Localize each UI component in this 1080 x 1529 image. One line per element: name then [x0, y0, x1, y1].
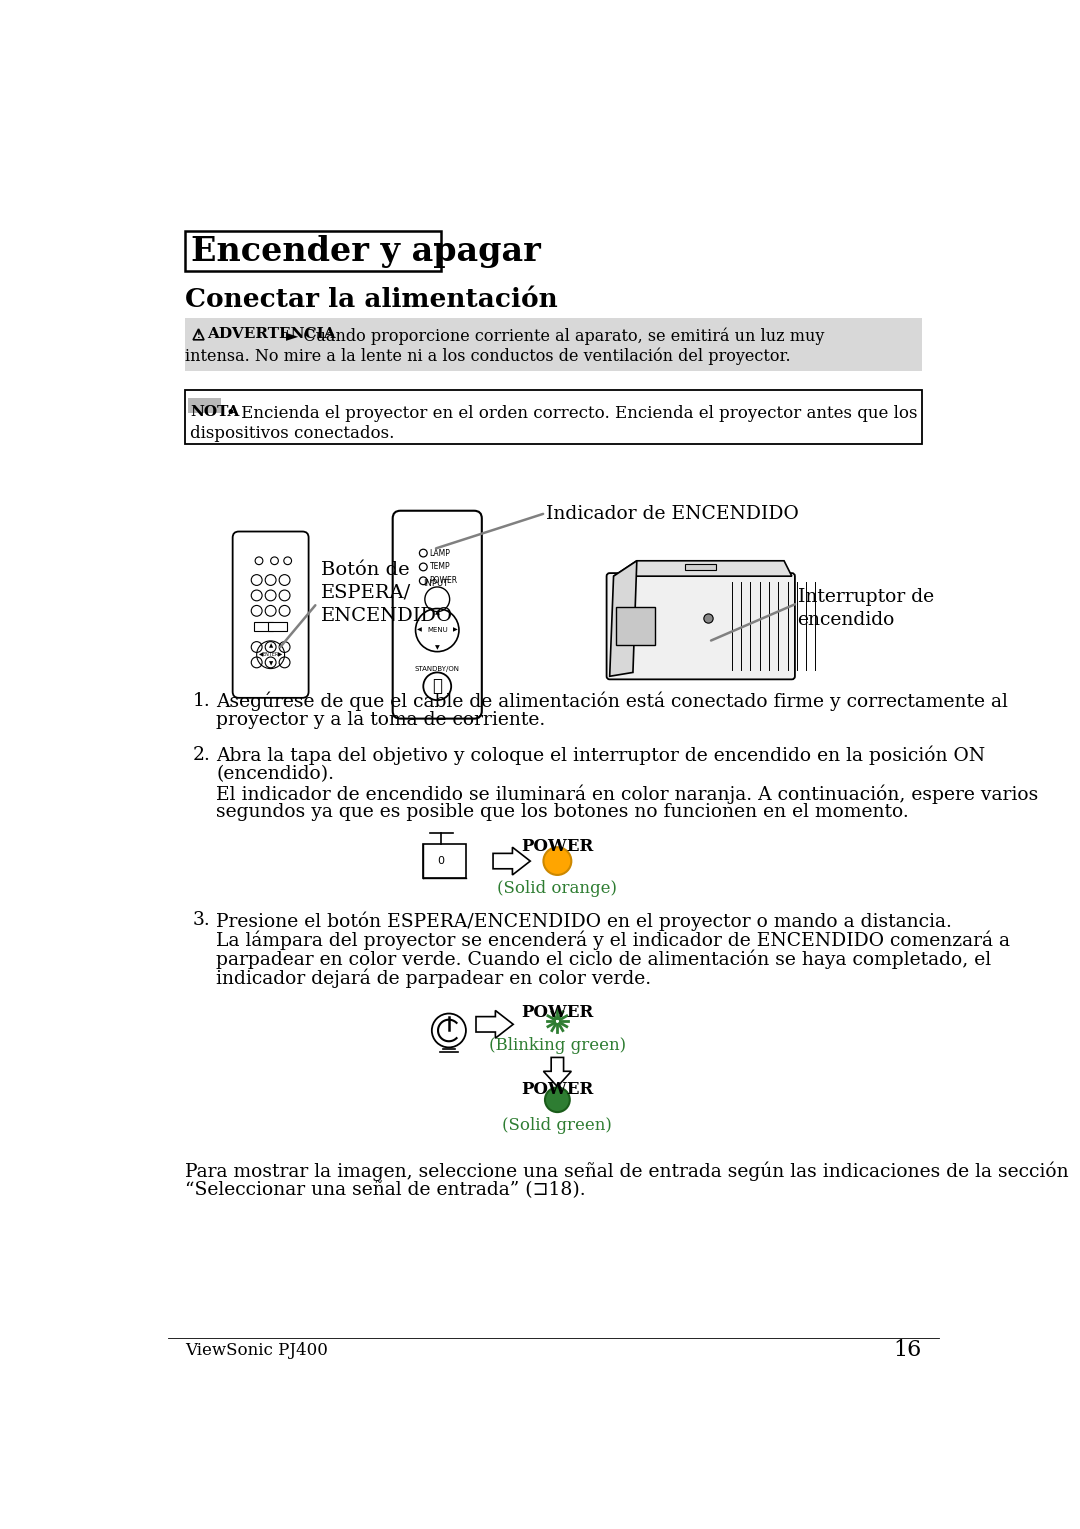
Text: Indicador de ENCENDIDO: Indicador de ENCENDIDO: [545, 506, 798, 523]
Text: ▶: ▶: [453, 627, 458, 633]
Polygon shape: [476, 1011, 513, 1038]
Polygon shape: [494, 847, 530, 875]
Text: indicador dejará de parpadear en color verde.: indicador dejará de parpadear en color v…: [216, 969, 651, 988]
Text: El indicador de encendido se iluminará en color naranja. A continuación, espere : El indicador de encendido se iluminará e…: [216, 784, 1039, 804]
Text: (encendido).: (encendido).: [216, 764, 335, 783]
Text: ◀: ◀: [259, 653, 264, 657]
Text: MENU: MENU: [427, 627, 447, 633]
Text: Conectar la alimentación: Conectar la alimentación: [186, 287, 558, 312]
Text: POWER: POWER: [522, 1081, 594, 1098]
Text: POWER: POWER: [522, 838, 594, 855]
Text: ◀: ◀: [417, 627, 422, 633]
Text: 16: 16: [893, 1339, 921, 1361]
FancyBboxPatch shape: [255, 622, 273, 631]
Text: ▶: ▶: [278, 653, 282, 657]
Text: STANDBY/ON: STANDBY/ON: [415, 665, 460, 671]
Text: !: !: [197, 332, 201, 341]
FancyBboxPatch shape: [616, 607, 654, 645]
Text: La lámpara del proyector se encenderá y el indicador de ENCENDIDO comenzará a: La lámpara del proyector se encenderá y …: [216, 930, 1011, 950]
Text: LAMP: LAMP: [430, 549, 450, 558]
Text: ADVERTENCIA: ADVERTENCIA: [207, 327, 336, 341]
Text: ⏻: ⏻: [432, 677, 442, 696]
Text: 0: 0: [437, 856, 445, 865]
Text: (Solid green): (Solid green): [502, 1116, 612, 1133]
Text: dispositivos conectados.: dispositivos conectados.: [190, 425, 394, 442]
Text: (Solid orange): (Solid orange): [498, 881, 618, 898]
FancyBboxPatch shape: [232, 532, 309, 697]
Text: ViewSonic PJ400: ViewSonic PJ400: [186, 1341, 328, 1359]
Text: POWER: POWER: [430, 576, 458, 586]
Text: • Encienda el proyector en el orden correcto. Encienda el proyector antes que lo: • Encienda el proyector en el orden corr…: [226, 405, 917, 422]
FancyBboxPatch shape: [189, 398, 221, 413]
Text: ▼: ▼: [435, 645, 440, 650]
Text: 1.: 1.: [193, 691, 211, 709]
FancyBboxPatch shape: [186, 318, 921, 370]
Polygon shape: [610, 561, 637, 676]
Text: Interruptor de
encendido: Interruptor de encendido: [798, 587, 934, 628]
Text: ▲: ▲: [269, 644, 273, 648]
Text: ► Cuando proporcione corriente al aparato, se emitirá un luz muy: ► Cuando proporcione corriente al aparat…: [286, 327, 824, 346]
Circle shape: [545, 1087, 570, 1112]
FancyBboxPatch shape: [685, 564, 716, 570]
Circle shape: [704, 615, 713, 624]
FancyBboxPatch shape: [393, 511, 482, 719]
Polygon shape: [543, 1058, 571, 1087]
FancyBboxPatch shape: [268, 622, 287, 631]
Text: POWER: POWER: [522, 1003, 594, 1020]
Text: Botón de
ESPERA/
ENCENDIDO: Botón de ESPERA/ ENCENDIDO: [321, 561, 454, 624]
Text: “Seleccionar una señal de entrada” (⊐18).: “Seleccionar una señal de entrada” (⊐18)…: [186, 1180, 586, 1199]
Text: parpadear en color verde. Cuando el ciclo de alimentación se haya completado, el: parpadear en color verde. Cuando el cicl…: [216, 950, 991, 969]
Text: ENTER: ENTER: [262, 653, 279, 657]
FancyBboxPatch shape: [423, 844, 465, 878]
Text: Asegúrese de que el cable de alimentación está conectado firme y correctamente a: Asegúrese de que el cable de alimentació…: [216, 691, 1009, 711]
Text: TEMP: TEMP: [430, 563, 450, 572]
Text: intensa. No mire a la lente ni a los conductos de ventilación del proyector.: intensa. No mire a la lente ni a los con…: [186, 347, 791, 365]
FancyBboxPatch shape: [607, 573, 795, 679]
Text: Para mostrar la imagen, seleccione una señal de entrada según las indicaciones d: Para mostrar la imagen, seleccione una s…: [186, 1162, 1069, 1180]
Polygon shape: [613, 561, 792, 576]
FancyBboxPatch shape: [186, 231, 441, 271]
Text: INPUT: INPUT: [423, 579, 448, 589]
Text: NOTA: NOTA: [190, 405, 240, 419]
Text: 3.: 3.: [193, 911, 211, 930]
Text: Abra la tapa del objetivo y coloque el interruptor de encendido en la posición O: Abra la tapa del objetivo y coloque el i…: [216, 746, 986, 764]
Text: proyector y a la toma de corriente.: proyector y a la toma de corriente.: [216, 711, 545, 729]
Text: segundos ya que es posible que los botones no funcionen en el momento.: segundos ya que es posible que los boton…: [216, 803, 909, 821]
Text: ▲: ▲: [435, 610, 440, 615]
Text: Encender y apagar: Encender y apagar: [191, 235, 541, 268]
FancyBboxPatch shape: [186, 390, 921, 443]
Circle shape: [543, 847, 571, 875]
Text: 2.: 2.: [193, 746, 211, 763]
Text: (Blinking green): (Blinking green): [489, 1037, 626, 1053]
Text: ▼: ▼: [269, 662, 273, 667]
Text: Presione el botón ESPERA/ENCENDIDO en el proyector o mando a distancia.: Presione el botón ESPERA/ENCENDIDO en el…: [216, 911, 953, 931]
